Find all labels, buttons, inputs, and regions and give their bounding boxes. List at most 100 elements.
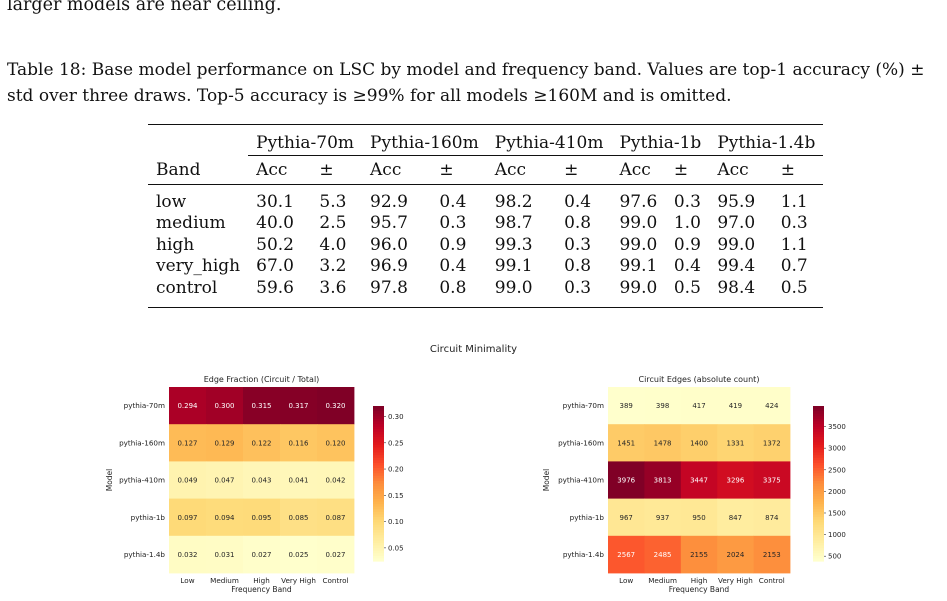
colorbar-tick-label: 2500: [828, 466, 846, 474]
std-cell: 0.4: [439, 191, 467, 212]
colorbar-segment: [373, 455, 384, 459]
heatmap-cell: [680, 424, 718, 462]
colorbar-segment: [373, 465, 384, 469]
colorbar-segment: [373, 519, 384, 523]
heatmap-cell: [243, 387, 281, 425]
x-tick-label: Control: [759, 576, 785, 585]
colorbar-segment: [813, 408, 824, 412]
std-cell: 0.9: [673, 234, 701, 255]
std-cell: 0.8: [564, 213, 592, 234]
colorbar-tick-label: 0.30: [388, 413, 404, 421]
colorbar-segment: [813, 460, 824, 464]
cell-value-label: 1478: [654, 439, 672, 447]
band-cell: medium: [156, 213, 226, 234]
acc-cell: 95.7: [370, 213, 408, 234]
colorbar-segment: [813, 406, 824, 410]
heatmap-cell: [206, 461, 244, 499]
colorbar-segment: [813, 535, 824, 539]
colorbar-segment: [373, 475, 384, 479]
colorbar-segment: [813, 501, 824, 505]
colorbar-segment: [373, 483, 384, 487]
std-cell: 0.5: [780, 277, 808, 298]
colorbar-segment: [373, 426, 384, 430]
heatmap-cell: [206, 535, 244, 574]
cell-value-label: 0.127: [177, 439, 197, 447]
colorbar-segment: [373, 506, 384, 510]
cell-value-label: 0.122: [251, 439, 271, 447]
heatmap-cell: [608, 535, 645, 574]
colorbar-segment: [373, 504, 384, 508]
colorbar-segment: [813, 524, 824, 529]
colorbar-segment: [373, 406, 384, 410]
colorbar-segment: [813, 488, 824, 492]
colorbar-segment: [373, 542, 384, 547]
heatmap-cell: [753, 498, 791, 537]
table-caption: Table 18: Base model performance on LSC …: [7, 60, 925, 106]
std-cell: 0.3: [780, 213, 808, 234]
heatmap-cell: [317, 424, 355, 462]
colorbar-segment: [813, 475, 824, 479]
cell-value-label: 1372: [763, 439, 781, 447]
acc-cell: 98.7: [494, 213, 533, 234]
std-cell: 0.4: [439, 256, 467, 277]
colorbar-segment: [373, 553, 384, 557]
colorbar-segment: [813, 473, 824, 477]
cell-value-label: 2567: [617, 551, 635, 559]
heatmap-cell: [206, 498, 244, 537]
heatmap-cell: [243, 461, 281, 499]
colorbar-segment: [373, 548, 384, 552]
heatmap-cell: [169, 535, 207, 574]
std-cell: 0.3: [564, 277, 592, 298]
cell-value-label: 0.095: [251, 514, 271, 522]
colorbar-tick-label: 2000: [828, 488, 846, 496]
colorbar-segment: [373, 468, 384, 472]
colorbar-segment: [813, 418, 824, 423]
heatmap-cell: [280, 535, 318, 574]
colorbar-segment: [373, 418, 384, 423]
colorbar-segment: [813, 519, 824, 523]
cell-value-label: 3813: [654, 477, 672, 485]
std-cell: 1.1: [780, 191, 808, 212]
x-tick-label: High: [691, 576, 708, 585]
colorbar-tick-label: 0.10: [388, 518, 404, 526]
acc-cell: 98.2: [494, 191, 533, 212]
colorbar-segment: [373, 540, 384, 544]
std-cell: 3.2: [319, 256, 347, 277]
acc-cell: 99.0: [619, 213, 658, 234]
colorbar-segment: [813, 465, 824, 469]
x-tick-label: Control: [323, 576, 349, 585]
acc-cell: 98.4: [717, 277, 756, 298]
cell-value-label: 0.317: [288, 402, 308, 410]
y-tick-label: pythia-1.4b: [124, 550, 166, 559]
acc-cell: 40.0: [256, 213, 294, 234]
y-axis-label: Model: [105, 469, 114, 492]
model-header: Pythia-70m: [248, 124, 363, 156]
colorbar-segment: [813, 483, 824, 487]
colorbar-segment: [373, 444, 384, 448]
colorbar-tick-label: 0.15: [388, 492, 404, 500]
band-cell: very_high: [156, 256, 241, 277]
cell-value-label: 0.042: [325, 477, 345, 485]
cell-value-label: 0.094: [214, 514, 235, 522]
acc-cell: 30.1: [256, 191, 294, 212]
colorbar-segment: [373, 501, 384, 505]
colorbar-segment: [813, 548, 824, 552]
x-tick-label: Very High: [281, 576, 316, 585]
heatmap-cell: [680, 461, 718, 499]
colorbar-tick-label: 3500: [828, 423, 846, 431]
colorbar-segment: [813, 499, 824, 503]
cell-value-label: 1451: [617, 439, 635, 447]
heatmap-cell: [169, 498, 207, 537]
cell-value-label: 0.097: [177, 514, 197, 522]
acc-cell: 96.0: [370, 234, 408, 255]
heatmap-cell: [317, 461, 355, 499]
cell-value-label: 3375: [763, 477, 781, 485]
acc-cell: 99.3: [494, 234, 533, 255]
acc-header: Acc: [256, 160, 288, 180]
cell-value-label: 424: [765, 402, 779, 410]
colorbar-tick-label: 0.25: [388, 439, 404, 447]
colorbar-segment: [373, 488, 384, 492]
std-cell: 0.8: [439, 277, 467, 298]
cell-value-label: 3976: [617, 477, 635, 485]
colorbar-segment: [373, 449, 384, 454]
